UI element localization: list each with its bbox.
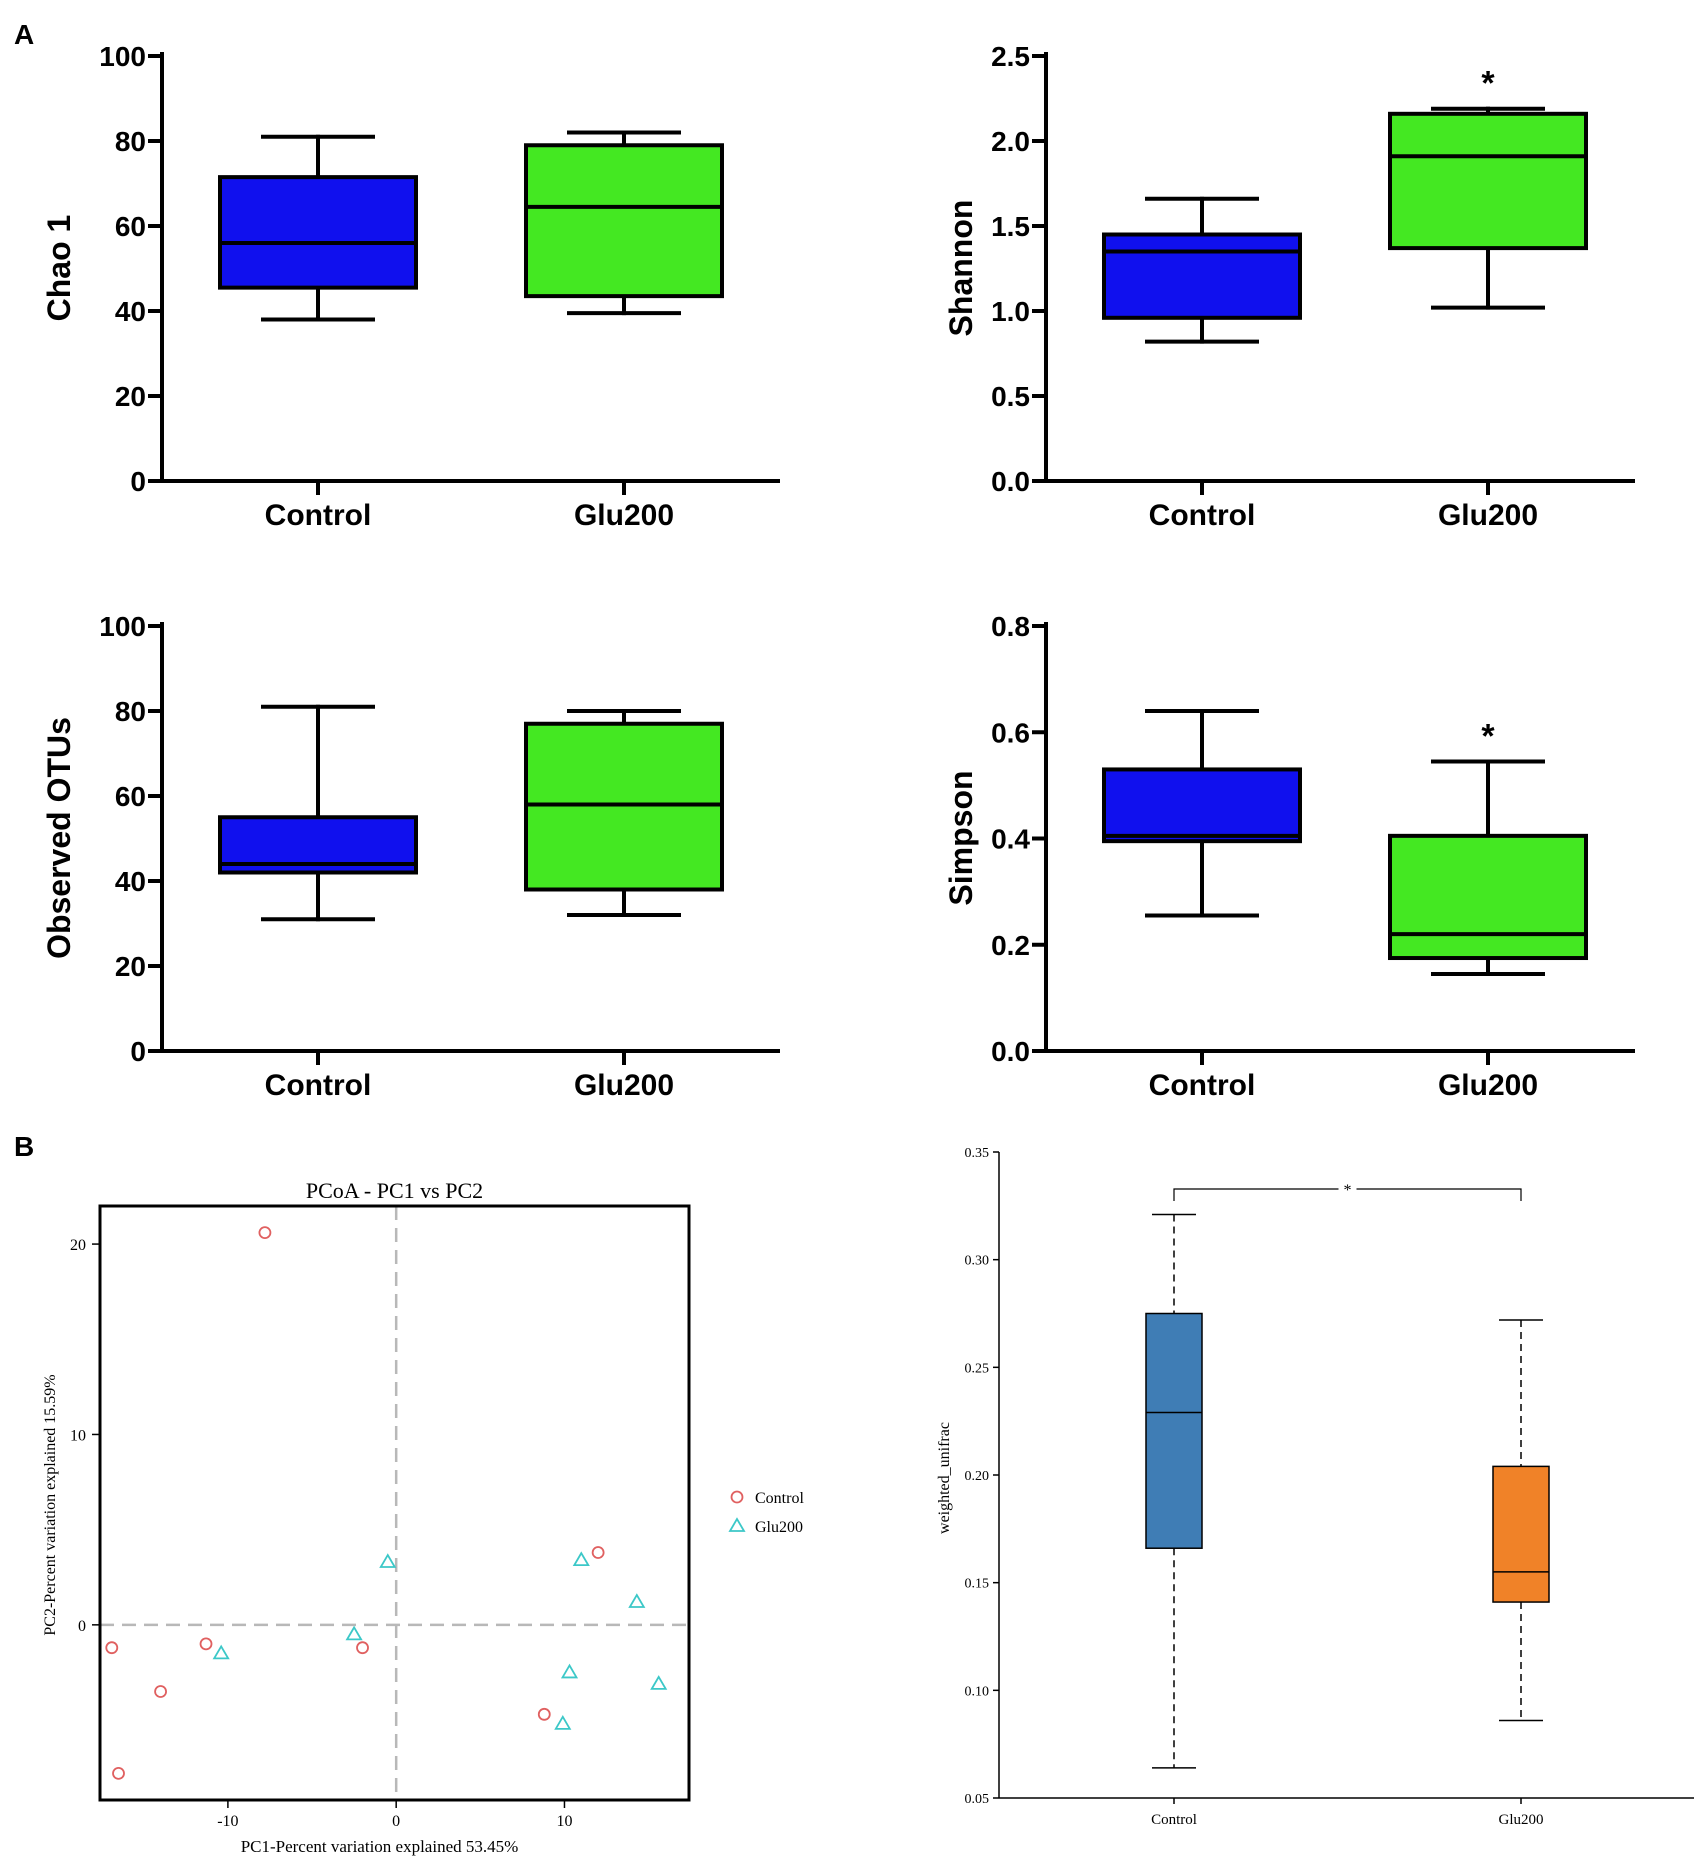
- significance-marker: *: [1481, 717, 1495, 755]
- y-tick-label: 0.10: [965, 1684, 990, 1699]
- box-control: [1102, 232, 1302, 320]
- x-tick-label: Control: [1149, 1069, 1256, 1102]
- y-tick-label: 0.15: [965, 1577, 990, 1592]
- y-tick-label: 0.2: [991, 930, 1030, 961]
- y-tick-label: 80: [115, 126, 146, 157]
- legend-label-control: Control: [755, 1490, 804, 1507]
- y-tick-label: 0.05: [965, 1792, 990, 1807]
- box-glu200: [524, 143, 724, 299]
- chao1-boxplot: 0 20 40 60 80 100 Chao 1 Control Glu200: [41, 41, 780, 532]
- point-glu200: [650, 1675, 668, 1690]
- y-axis-label: Simpson: [943, 770, 979, 905]
- y-tick-label: 0.25: [965, 1361, 990, 1376]
- x-tick-label: Control: [1149, 499, 1256, 532]
- y-tick-label: 1.0: [991, 296, 1030, 327]
- weighted-unifrac-boxplot: 0.05 0.10 0.15 0.20 0.25 0.30 0.35 weighted_uni…: [936, 1146, 1694, 1828]
- y-tick-label: 0: [78, 1618, 86, 1635]
- box-control: [218, 175, 418, 290]
- box-glu200: [1492, 1465, 1550, 1603]
- y-tick-label: 0.8: [991, 611, 1030, 642]
- x-tick-label: 0: [392, 1813, 400, 1830]
- point-glu200: [554, 1715, 572, 1730]
- legend-label-glu200: Glu200: [755, 1519, 803, 1536]
- legend-marker-glu200: [728, 1517, 746, 1532]
- x-tick-label: Glu200: [1499, 1812, 1544, 1828]
- x-axis-label: PC1-Percent variation explained 53.45%: [241, 1837, 519, 1856]
- point-control: [154, 1685, 167, 1698]
- y-tick-label: 60: [115, 781, 146, 812]
- x-tick-label: Control: [265, 1069, 372, 1102]
- y-tick-label: 2.5: [991, 41, 1030, 72]
- point-glu200: [628, 1593, 646, 1608]
- y-tick-label: 10: [70, 1427, 86, 1444]
- y-tick-label: 0: [130, 466, 146, 497]
- x-tick-label: Glu200: [1438, 1069, 1538, 1102]
- box-glu200: [1388, 833, 1588, 961]
- shannon-boxplot: 0.0 0.5 1.0 1.5 2.0 2.5 Shannon Control Glu200 *: [943, 41, 1635, 532]
- x-tick-label: Control: [265, 499, 372, 532]
- point-glu200: [345, 1625, 363, 1641]
- chart-title: PCoA - PC1 vs PC2: [306, 1178, 483, 1203]
- y-axis-label: Chao 1: [41, 215, 77, 322]
- box-glu200: [1388, 111, 1588, 251]
- y-tick-label: 40: [115, 296, 146, 327]
- y-tick-label: 0.0: [991, 1036, 1030, 1067]
- y-axis-label: Observed OTUs: [41, 717, 77, 959]
- y-tick-label: 0.5: [991, 381, 1030, 412]
- y-tick-label: 0.0: [991, 466, 1030, 497]
- significance-marker: *: [1481, 65, 1495, 103]
- point-glu200: [379, 1553, 397, 1568]
- x-tick-label: Control: [1151, 1812, 1197, 1828]
- box-control: [1145, 1312, 1203, 1549]
- y-tick-label: 20: [115, 381, 146, 412]
- pcoa-scatter: PCoA - PC1 vs PC2 -10 0 10 0 10 20 PC1-Percent …: [42, 1178, 804, 1856]
- y-tick-label: 2.0: [991, 126, 1030, 157]
- significance-marker: *: [1344, 1182, 1352, 1199]
- y-tick-label: 100: [99, 611, 146, 642]
- point-control: [591, 1546, 605, 1559]
- point-control: [105, 1641, 119, 1655]
- x-tick-label: Glu200: [1438, 499, 1538, 532]
- point-control: [537, 1707, 551, 1721]
- y-tick-label: 20: [115, 951, 146, 982]
- point-control: [112, 1766, 125, 1780]
- point-glu200: [212, 1644, 230, 1660]
- y-tick-label: 0.35: [965, 1146, 990, 1161]
- x-tick-label: Glu200: [574, 499, 674, 532]
- y-tick-label: 80: [115, 696, 146, 727]
- y-tick-label: 0: [130, 1036, 146, 1067]
- box-control: [1102, 767, 1302, 844]
- y-axis-label: PC2-Percent variation explained 15.59%: [42, 1374, 59, 1635]
- point-glu200: [560, 1663, 579, 1679]
- y-tick-label: 40: [115, 866, 146, 897]
- y-axis-label: Shannon: [943, 200, 979, 337]
- panel-label-a: A: [14, 19, 34, 50]
- significance-gap: [1338, 1183, 1357, 1195]
- point-glu200: [572, 1551, 590, 1567]
- point-control: [356, 1641, 369, 1655]
- y-axis-label: weighted_unifrac: [936, 1422, 953, 1534]
- y-tick-label: 20: [70, 1237, 86, 1254]
- legend-marker-control: [730, 1490, 744, 1504]
- box-glu200: [524, 721, 724, 892]
- y-tick-label: 100: [99, 41, 146, 72]
- panel-label-b: B: [14, 1131, 34, 1162]
- point-control: [199, 1637, 213, 1651]
- simpson-boxplot: 0.0 0.2 0.4 0.6 0.8 Simpson Control Glu200 *: [943, 611, 1635, 1102]
- y-tick-label: 0.4: [991, 824, 1030, 855]
- plot-frame: [98, 1204, 691, 1802]
- y-tick-label: 1.5: [991, 211, 1030, 242]
- y-tick-label: 0.6: [991, 717, 1030, 748]
- y-tick-label: 60: [115, 211, 146, 242]
- y-tick-label: 0.20: [965, 1469, 990, 1484]
- y-tick-label: 0.30: [965, 1254, 990, 1269]
- observed-otus-boxplot: 0 20 40 60 80 100 Observed OTUs Control Glu200: [41, 611, 780, 1102]
- x-tick-label: -10: [217, 1813, 238, 1830]
- x-tick-label: Glu200: [574, 1069, 674, 1102]
- point-control: [258, 1226, 272, 1240]
- x-tick-label: 10: [556, 1813, 572, 1830]
